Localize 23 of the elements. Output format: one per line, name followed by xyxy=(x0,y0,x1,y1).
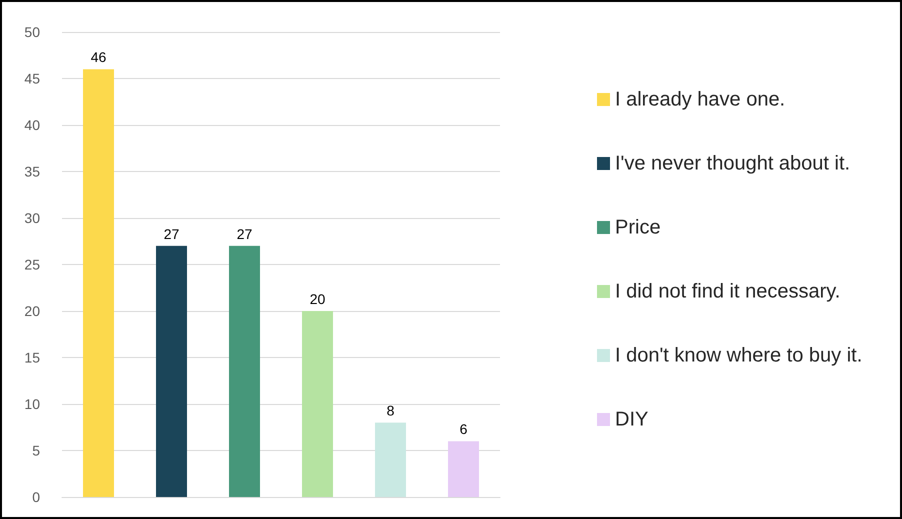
data-label: 6 xyxy=(460,421,468,438)
legend-label: I don't know where to buy it. xyxy=(615,344,862,366)
y-tick-label: 35 xyxy=(24,164,40,180)
y-tick-label: 10 xyxy=(24,396,40,412)
legend-label: I did not find it necessary. xyxy=(615,280,840,302)
legend-label: Price xyxy=(615,216,661,238)
y-tick-label: 40 xyxy=(24,117,40,133)
y-tick-label: 15 xyxy=(24,350,40,366)
y-tick-label: 0 xyxy=(32,489,40,505)
data-label: 27 xyxy=(236,226,252,242)
y-tick-label: 30 xyxy=(24,210,40,226)
data-label: 46 xyxy=(90,49,106,66)
y-tick-label: 25 xyxy=(24,256,40,272)
data-label: 27 xyxy=(164,226,180,242)
y-tick-label: 50 xyxy=(24,24,40,40)
data-label: 20 xyxy=(310,291,326,307)
legend-label: I've never thought about it. xyxy=(615,152,850,174)
legend-label: I already have one. xyxy=(615,88,786,110)
data-label: 8 xyxy=(386,402,395,419)
legend-label: DIY xyxy=(615,408,648,430)
y-tick-label: 20 xyxy=(24,303,40,319)
y-tick-label: 45 xyxy=(24,70,40,86)
y-tick-label: 5 xyxy=(32,442,40,458)
